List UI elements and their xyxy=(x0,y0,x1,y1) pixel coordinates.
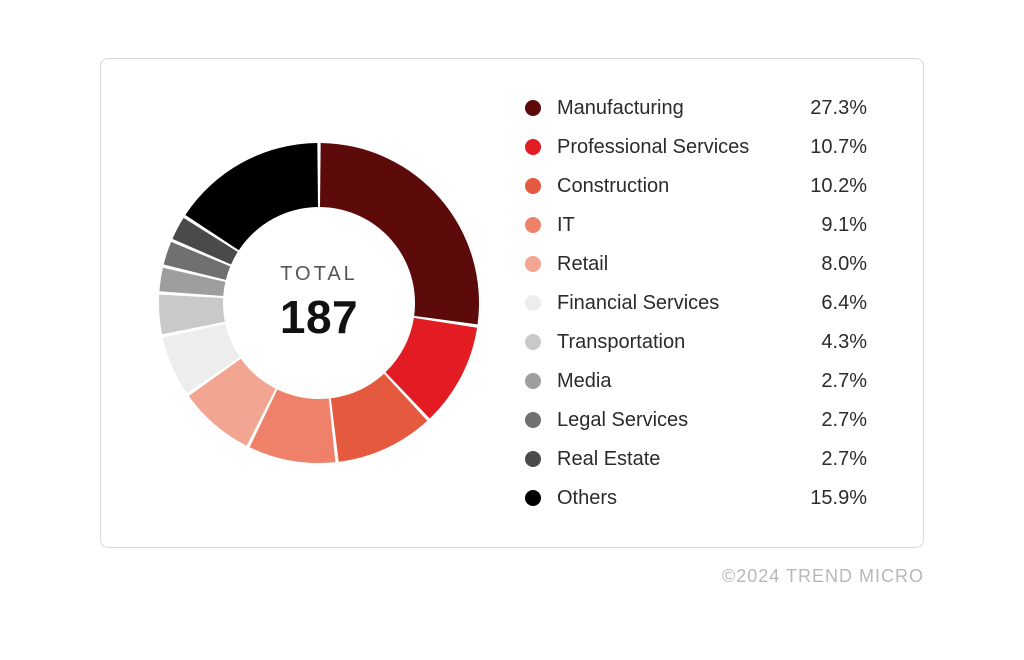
legend-dot-icon xyxy=(525,490,541,506)
legend-percent: 27.3% xyxy=(797,97,867,120)
legend-dot-icon xyxy=(525,451,541,467)
footer-copyright: ©2024 TREND MICRO xyxy=(100,566,924,587)
legend-row-9: Real Estate2.7% xyxy=(525,440,867,479)
legend-row-7: Media2.7% xyxy=(525,362,867,401)
legend-label: IT xyxy=(557,214,797,237)
legend-label: Retail xyxy=(557,253,797,276)
legend-label: Real Estate xyxy=(557,448,797,471)
legend-dot-icon xyxy=(525,334,541,350)
legend-percent: 10.2% xyxy=(797,175,867,198)
legend-dot-icon xyxy=(525,217,541,233)
legend-label: Others xyxy=(557,487,797,510)
legend-dot-icon xyxy=(525,178,541,194)
legend-percent: 8.0% xyxy=(797,253,867,276)
legend-percent: 10.7% xyxy=(797,136,867,159)
legend-percent: 9.1% xyxy=(797,214,867,237)
legend-percent: 2.7% xyxy=(797,370,867,393)
legend-dot-icon xyxy=(525,139,541,155)
page: TOTAL 187 Manufacturing27.3%Professional… xyxy=(0,0,1024,660)
legend-dot-icon xyxy=(525,256,541,272)
legend-row-1: Professional Services10.7% xyxy=(525,128,867,167)
legend-row-4: Retail8.0% xyxy=(525,245,867,284)
legend-percent: 4.3% xyxy=(797,331,867,354)
legend-row-5: Financial Services6.4% xyxy=(525,284,867,323)
legend-row-8: Legal Services2.7% xyxy=(525,401,867,440)
legend-label: Financial Services xyxy=(557,292,797,315)
legend-dot-icon xyxy=(525,100,541,116)
legend-row-10: Others15.9% xyxy=(525,479,867,518)
legend-label: Professional Services xyxy=(557,136,797,159)
legend-row-2: Construction10.2% xyxy=(525,167,867,206)
legend-percent: 15.9% xyxy=(797,487,867,510)
legend-label: Legal Services xyxy=(557,409,797,432)
legend-row-6: Transportation4.3% xyxy=(525,323,867,362)
legend-dot-icon xyxy=(525,412,541,428)
legend-label: Manufacturing xyxy=(557,97,797,120)
legend-dot-icon xyxy=(525,295,541,311)
legend: Manufacturing27.3%Professional Services1… xyxy=(525,89,867,518)
legend-percent: 6.4% xyxy=(797,292,867,315)
legend-label: Media xyxy=(557,370,797,393)
donut-svg xyxy=(149,133,489,473)
legend-percent: 2.7% xyxy=(797,409,867,432)
legend-row-0: Manufacturing27.3% xyxy=(525,89,867,128)
legend-percent: 2.7% xyxy=(797,448,867,471)
donut-chart: TOTAL 187 xyxy=(149,133,489,473)
chart-card: TOTAL 187 Manufacturing27.3%Professional… xyxy=(100,58,924,548)
legend-dot-icon xyxy=(525,373,541,389)
legend-label: Transportation xyxy=(557,331,797,354)
donut-slice-0 xyxy=(320,143,479,324)
legend-label: Construction xyxy=(557,175,797,198)
legend-row-3: IT9.1% xyxy=(525,206,867,245)
